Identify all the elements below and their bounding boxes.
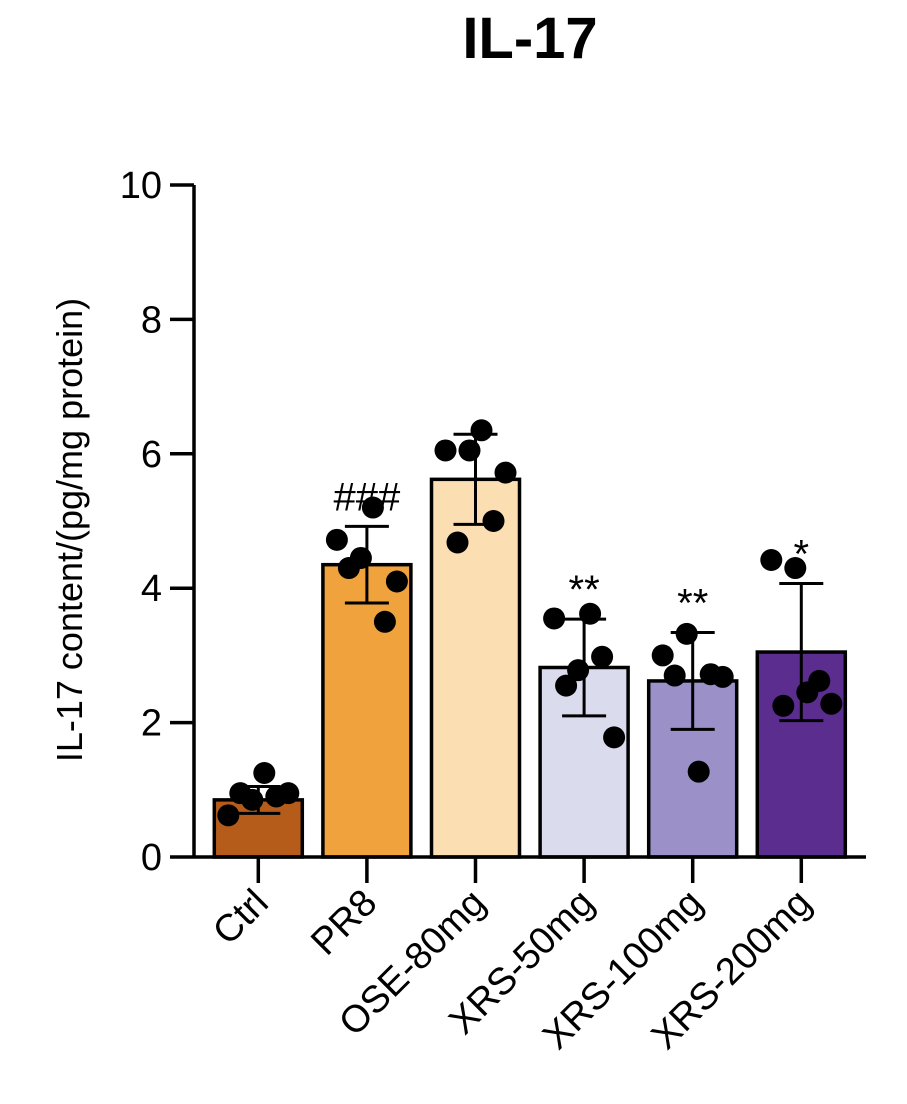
data-point: [385, 570, 408, 593]
significance-marker: **: [677, 582, 708, 626]
data-point: [434, 439, 457, 462]
data-point: [555, 674, 578, 697]
data-point: [567, 659, 590, 682]
significance-marker: *: [794, 532, 810, 576]
x-tick-label: Ctrl: [205, 882, 276, 953]
data-point: [784, 557, 807, 580]
significance-marker: ###: [334, 475, 401, 519]
data-point: [217, 804, 240, 827]
data-point: [373, 610, 396, 633]
data-point: [361, 496, 384, 519]
bar-ose-80mg: [429, 477, 522, 859]
bar-pr8: [321, 562, 413, 859]
data-point: [470, 419, 493, 442]
data-point: [772, 694, 795, 717]
data-point: [711, 665, 734, 688]
data-point: [349, 546, 372, 569]
data-point: [579, 602, 602, 625]
data-point: [543, 607, 566, 630]
x-tick-label: PR8: [303, 882, 385, 964]
data-point: [458, 439, 481, 462]
data-point: [760, 548, 783, 571]
chart-title: IL-17: [462, 6, 597, 71]
data-point: [687, 760, 710, 783]
data-point: [253, 762, 276, 784]
data-point: [494, 461, 517, 484]
y-tick-label: 2: [141, 703, 162, 745]
data-point: [651, 644, 674, 667]
data-point: [591, 645, 614, 668]
y-tick-label: 4: [141, 568, 162, 610]
data-point: [482, 510, 505, 532]
data-point: [446, 531, 469, 554]
data-point: [820, 692, 843, 715]
data-point: [675, 622, 698, 645]
data-point: [277, 782, 300, 805]
y-axis-label: IL-17 content/(pg/mg protein): [49, 298, 90, 762]
data-point: [325, 528, 348, 551]
bar-xrs-200mg: [755, 650, 848, 859]
y-tick-label: 6: [141, 434, 162, 476]
data-point: [241, 788, 264, 811]
data-point: [663, 664, 686, 687]
data-point: [603, 726, 626, 749]
data-point: [808, 669, 831, 692]
y-tick-label: 10: [120, 165, 162, 207]
y-tick-label: 8: [141, 299, 162, 341]
significance-marker: **: [569, 568, 600, 612]
y-tick-label: 0: [141, 837, 162, 879]
